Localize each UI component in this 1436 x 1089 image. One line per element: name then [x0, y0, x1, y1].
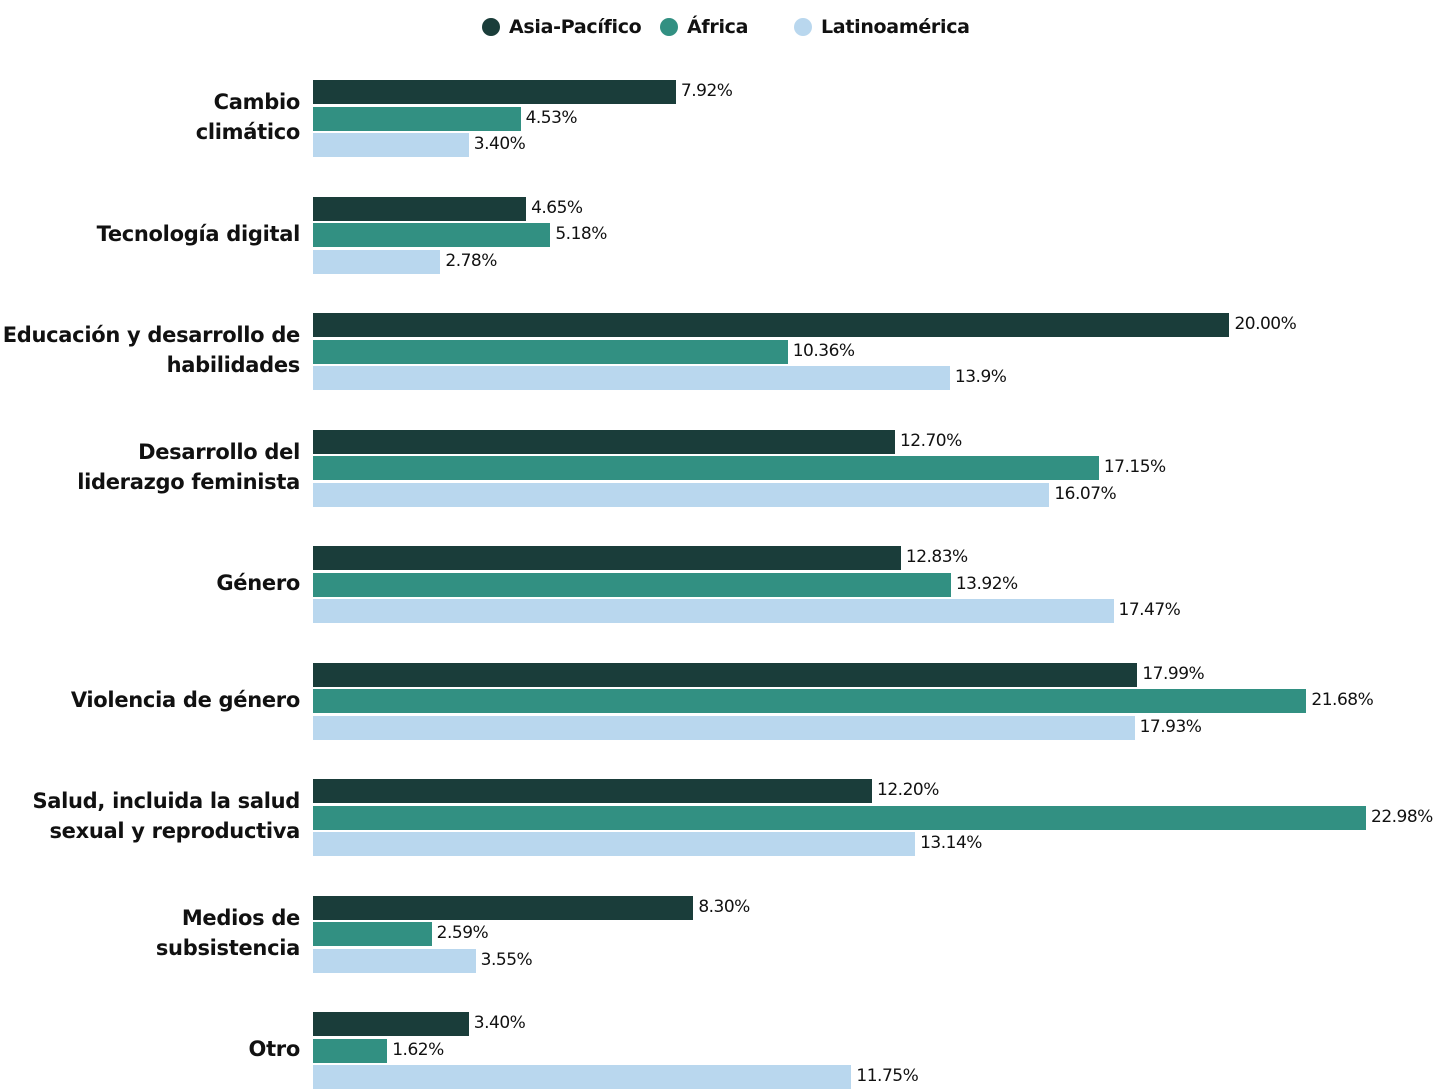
bar	[313, 339, 788, 364]
bar	[313, 689, 1307, 713]
bar	[313, 572, 951, 597]
bar	[313, 249, 441, 274]
value-label: 4.65%	[531, 197, 583, 218]
bar	[313, 366, 950, 390]
bar	[313, 805, 1366, 830]
value-label: 8.30%	[698, 896, 750, 917]
bar	[313, 662, 1138, 687]
bar	[313, 482, 1050, 507]
value-label: 17.93%	[1139, 716, 1202, 737]
bar	[313, 80, 676, 104]
value-label: 22.98%	[1371, 806, 1433, 827]
category-label: Violencia de género	[70, 687, 300, 712]
value-label: 2.59%	[436, 923, 489, 943]
bar	[313, 429, 895, 454]
bar	[313, 456, 1099, 480]
bar	[313, 546, 901, 570]
category-label: Cambio climático	[195, 90, 301, 144]
bar	[313, 196, 527, 221]
bar	[313, 1012, 469, 1036]
bar	[313, 223, 551, 247]
bar	[313, 599, 1114, 623]
bar	[313, 948, 476, 973]
value-label: 17.99%	[1142, 663, 1205, 684]
value-label: 11.75%	[856, 1066, 919, 1086]
value-label: 13.9%	[954, 367, 1007, 387]
value-label: 13.14%	[920, 833, 982, 853]
value-label: 13.92%	[955, 573, 1018, 594]
category-label: Desarrollo del liderazgo feminista	[77, 439, 300, 494]
value-label: 1.62%	[392, 1039, 444, 1060]
legend-label: Asia-Pacífico	[509, 16, 642, 38]
bar	[313, 133, 469, 157]
bar	[313, 922, 432, 946]
value-label: 17.15%	[1103, 457, 1166, 477]
category-label: Tecnología digital	[96, 221, 301, 246]
bar	[313, 1038, 388, 1063]
value-label: 5.18%	[555, 224, 607, 244]
legend-label: África	[687, 16, 749, 38]
value-label: 4.53%	[525, 107, 578, 128]
value-label: 3.40%	[473, 134, 526, 154]
value-label: 17.47%	[1118, 600, 1181, 620]
bar	[313, 895, 694, 920]
category-label: Educación y desarrollo de habilidades	[2, 323, 301, 377]
value-label: 3.40%	[473, 1013, 526, 1033]
bar	[313, 715, 1135, 740]
legend-swatch	[794, 18, 812, 36]
value-label: 12.83%	[905, 547, 968, 567]
bar	[313, 106, 521, 131]
legend-swatch	[482, 18, 500, 36]
bar	[313, 1065, 852, 1089]
legend-swatch	[660, 18, 678, 36]
bar	[313, 779, 873, 803]
value-label: 2.78%	[445, 250, 497, 271]
value-label: 16.07%	[1054, 483, 1117, 504]
category-label: Medios de subsistencia	[155, 905, 300, 960]
value-label: 12.20%	[877, 780, 939, 800]
category-label: Género	[216, 571, 300, 595]
value-label: 21.68%	[1311, 690, 1374, 710]
bar	[313, 313, 1230, 337]
value-label: 7.92%	[680, 81, 733, 101]
legend-label: Latinoamérica	[821, 16, 970, 38]
bar	[313, 832, 916, 856]
value-label: 12.70%	[899, 430, 962, 451]
value-label: 20.00%	[1234, 314, 1297, 334]
value-label: 10.36%	[792, 340, 855, 361]
value-label: 3.55%	[480, 949, 533, 970]
category-label: Otro	[248, 1037, 301, 1061]
category-label: Salud, incluida la salud sexual y reprod…	[32, 789, 300, 843]
